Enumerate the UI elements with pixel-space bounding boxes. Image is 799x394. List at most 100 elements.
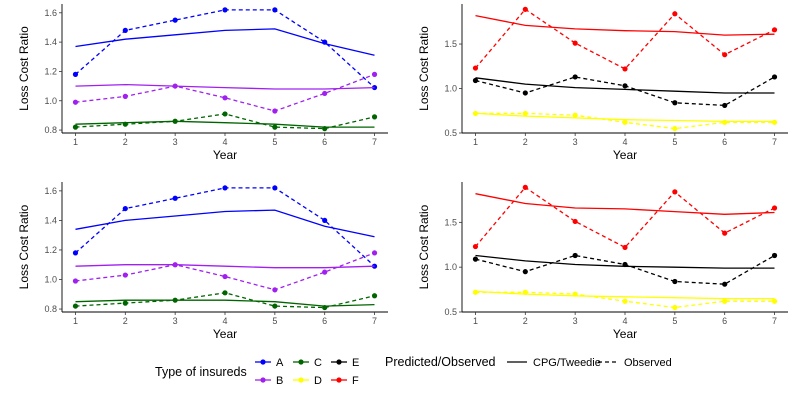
series-F-observed-point — [622, 244, 628, 251]
series-E-observed-point — [522, 90, 528, 96]
series-D-observed-point — [622, 119, 628, 125]
legend-key-point-E — [336, 359, 342, 365]
panel-1: 0.8 1.0 1.2 1.4 1.6 1 2 3 4 5 6 7 Year Loss Cost Rati… — [17, 4, 388, 162]
series-B-observed-point — [172, 83, 178, 89]
series-F-observed-point — [572, 40, 578, 46]
series-B-observed-point — [322, 90, 328, 97]
series-E-observed-point — [522, 269, 528, 275]
series-C-observed-point — [222, 290, 228, 296]
series-F-observed-point — [722, 230, 728, 236]
series-F-observed-point — [771, 205, 778, 211]
y-tick-label: 1.2 — [44, 66, 57, 76]
x-tick-label: 4 — [222, 137, 227, 147]
legend-key-point-F — [336, 377, 342, 383]
panel-2: 0.5 1.0 1.5 1 2 3 4 5 6 7 Year Loss Cost Ratio — [417, 4, 788, 162]
series-A-observed-point — [172, 195, 178, 201]
series-F-predicted-line — [475, 14, 775, 36]
x-tick-label: 1 — [73, 316, 78, 326]
x-axis-title: Year — [613, 148, 637, 162]
series-A-observed-point — [222, 185, 228, 191]
series-E-observed-point — [472, 77, 479, 84]
series-F-observed-point — [522, 6, 528, 12]
x-tick-label: 5 — [672, 316, 677, 326]
y-axis-title: Loss Cost Ratio — [417, 204, 431, 289]
series-B-observed-point — [272, 108, 278, 114]
legend-label-B: B — [276, 375, 283, 387]
series-E-observed-point — [672, 100, 678, 106]
y-tick-label: 1.0 — [44, 275, 57, 285]
series-C-observed-point — [272, 303, 278, 309]
legend-groups-title: Type of insureds — [155, 365, 247, 379]
x-tick-label: 1 — [73, 137, 78, 147]
y-tick-label: 1.4 — [44, 37, 57, 47]
series-E-observed-point — [672, 278, 678, 285]
x-tick-label: 3 — [173, 137, 178, 147]
series-B-observed-point — [172, 262, 178, 268]
series-B-predicted-line — [75, 83, 375, 90]
x-tick-label: 4 — [222, 316, 227, 326]
series-F-observed-point — [472, 243, 479, 250]
series-F-observed-point — [522, 184, 528, 190]
series-B-observed-point — [122, 93, 128, 99]
x-tick-label: 3 — [573, 137, 578, 147]
series-D-observed-point — [672, 304, 678, 311]
y-tick-label: 0.8 — [44, 125, 57, 135]
series-B-observed-point — [72, 278, 79, 284]
x-tick-label: 1 — [473, 137, 478, 147]
series-B-observed-point — [322, 269, 328, 275]
x-axis-title: Year — [213, 327, 237, 341]
x-tick-label: 4 — [622, 316, 627, 326]
series-B-predicted-line — [75, 264, 375, 269]
legend-label-A: A — [276, 357, 284, 369]
series-B-observed-point — [122, 272, 128, 278]
legend-label-F: F — [352, 375, 359, 387]
series-A-observed-line — [75, 9, 375, 89]
series-A-observed-point — [72, 250, 79, 256]
x-tick-label: 2 — [523, 316, 528, 326]
series-F-observed-point — [572, 218, 578, 225]
series-E-predicted-line — [475, 77, 775, 94]
series-D-observed-point — [472, 110, 479, 117]
series-A-observed-point — [172, 17, 178, 23]
series-E-observed-point — [572, 74, 578, 80]
series-F-observed-point — [472, 65, 479, 71]
series-B-observed-point — [371, 71, 378, 77]
series-C-observed-point — [371, 114, 378, 120]
legend-key-point-D — [298, 377, 304, 383]
series-D-observed-point — [622, 298, 628, 304]
series-B-observed-point — [222, 273, 228, 280]
legend-label-E: E — [352, 357, 359, 369]
x-tick-label: 6 — [722, 137, 727, 147]
panel-3: 0.8 1.0 1.2 1.4 1.6 1 2 3 4 5 6 7 Year Loss Cost Rati… — [17, 182, 388, 341]
series-E-observed-point — [572, 252, 578, 259]
series-E-observed-point — [622, 261, 628, 268]
panel-4: 0.5 1.0 1.5 1 2 3 4 5 6 7 Year Loss Cost Ratio — [417, 182, 788, 341]
y-tick-label: 1.5 — [444, 39, 457, 49]
series-F-observed-point — [622, 66, 628, 72]
x-tick-label: 7 — [772, 316, 777, 326]
x-tick-label: 3 — [573, 316, 578, 326]
y-tick-label: 1.0 — [444, 84, 457, 94]
series-E-observed-point — [722, 102, 728, 109]
series-D-observed-point — [771, 119, 778, 125]
x-tick-label: 7 — [372, 137, 377, 147]
y-axis-title: Loss Cost Ratio — [17, 204, 31, 289]
y-tick-label: 1.4 — [44, 215, 57, 225]
y-tick-label: 0.5 — [444, 128, 457, 138]
y-tick-label: 0.8 — [44, 304, 57, 314]
legend-key-point-A — [260, 359, 266, 365]
y-tick-label: 1.6 — [44, 8, 57, 18]
series-E-observed-point — [771, 252, 778, 259]
legend: Type of insureds AB CD EF Predicted/Observed… — [155, 355, 672, 387]
series-F-observed-line — [475, 8, 775, 70]
series-E-observed-point — [722, 281, 728, 287]
series-B-observed-point — [371, 250, 378, 256]
series-E-observed-point — [771, 74, 778, 80]
x-tick-label: 1 — [473, 316, 478, 326]
series-B-observed-line — [75, 73, 375, 112]
series-C-observed-point — [172, 118, 178, 124]
series-F-observed-point — [771, 27, 778, 33]
series-C-observed-point — [122, 300, 128, 306]
series-E-observed-line — [475, 76, 775, 107]
